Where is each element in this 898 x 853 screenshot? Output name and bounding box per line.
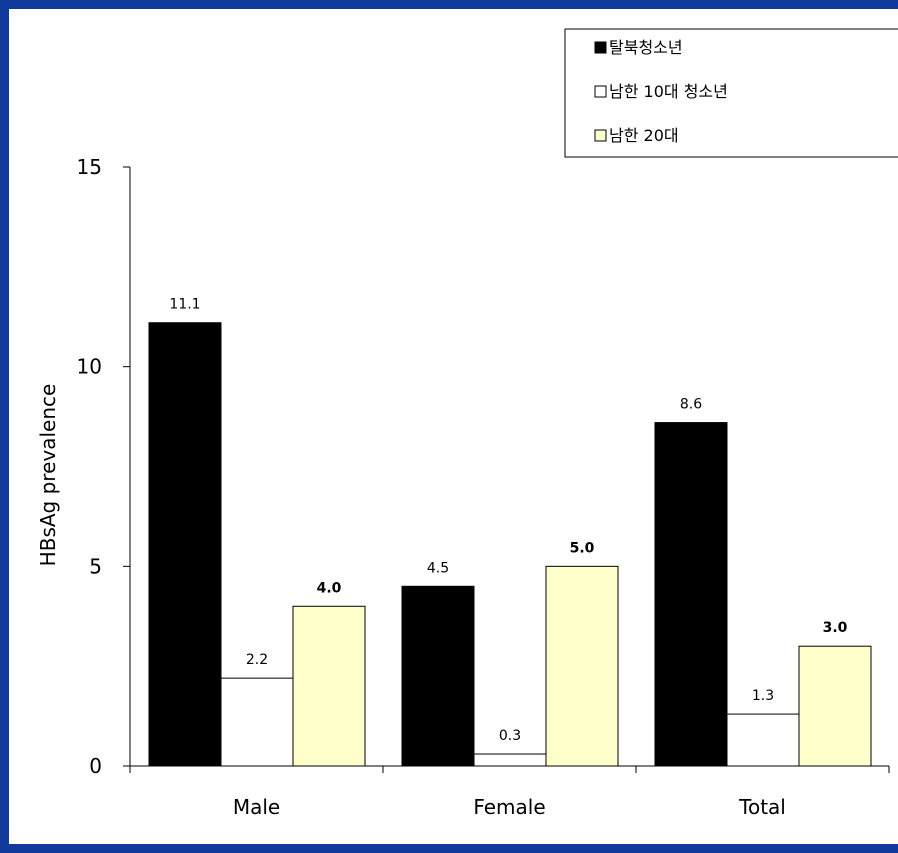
data-label: 4.5 (427, 560, 449, 576)
legend-box (564, 28, 898, 158)
legend-label: 남한 20대 (609, 126, 679, 145)
bar (545, 565, 619, 767)
y-tick-label: 5 (89, 554, 102, 578)
legend-label: 탈북청소년 (609, 38, 683, 57)
data-label: 3.0 (823, 620, 848, 636)
bar (401, 585, 475, 767)
x-tick-label: Total (738, 795, 786, 819)
legend-label: 남한 10대 청소년 (609, 82, 728, 101)
legend-swatch (594, 85, 607, 98)
x-tick-label: Male (233, 795, 280, 819)
bar (473, 753, 547, 767)
y-axis-title: HBsAg prevalence (36, 384, 60, 567)
bar (148, 322, 222, 767)
legend-swatch (594, 129, 607, 142)
data-label: 5.0 (570, 540, 595, 556)
data-label: 2.2 (246, 652, 268, 668)
bar (292, 605, 366, 767)
bars (148, 322, 872, 767)
x-tick-label: Female (473, 795, 545, 819)
data-label: 4.0 (317, 580, 342, 596)
value-labels: 11.1 2.2 4.0 4.5 0.3 5.0 8.6 1.3 3.0 (169, 297, 847, 744)
bar (798, 645, 872, 767)
data-label: 1.3 (752, 688, 774, 704)
legend-swatch (594, 41, 607, 54)
y-tick-label: 15 (77, 155, 102, 179)
bar (654, 422, 728, 767)
data-label: 11.1 (169, 297, 200, 313)
data-label: 0.3 (499, 728, 521, 744)
y-tick-label: 0 (89, 754, 102, 778)
data-label: 8.6 (680, 397, 702, 413)
bar (726, 713, 800, 767)
y-tick-label: 10 (77, 355, 102, 379)
bar (220, 677, 294, 767)
